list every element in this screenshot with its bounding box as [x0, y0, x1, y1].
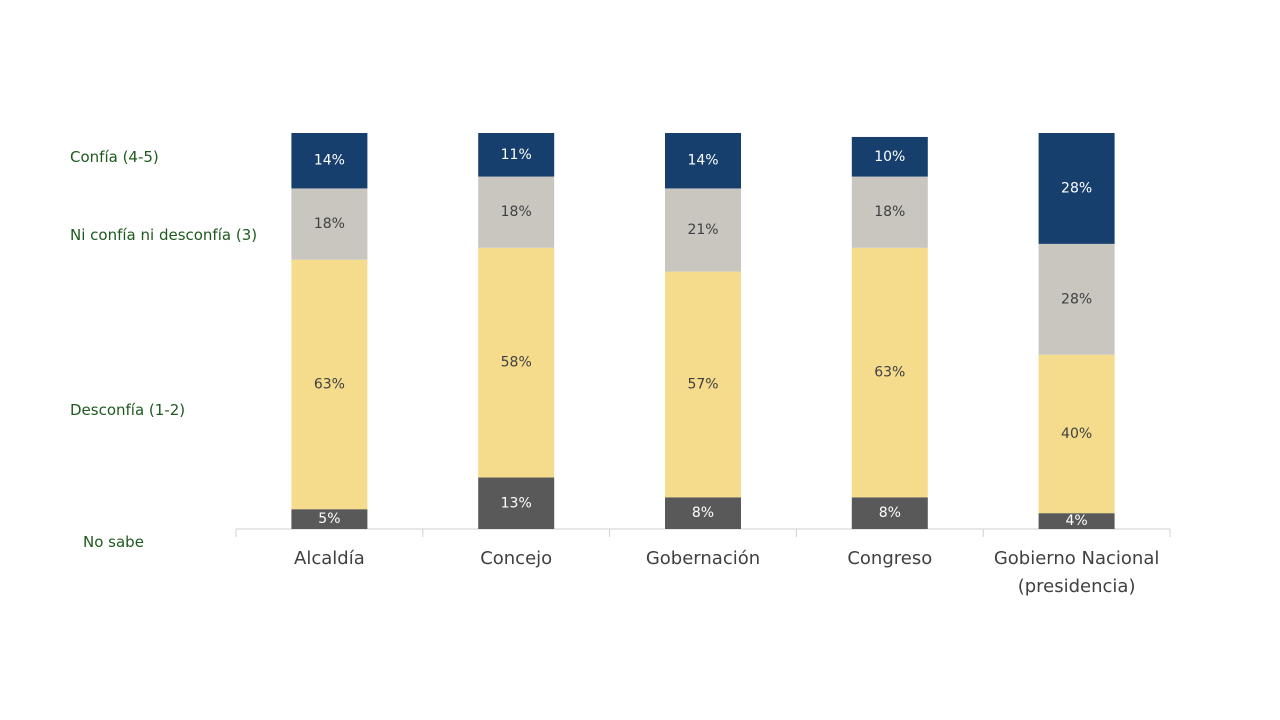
bar-segment [665, 188, 741, 272]
x-tick-label: Alcaldía [294, 548, 365, 569]
bar-segment [851, 136, 928, 177]
bar-segment [1038, 133, 1115, 244]
data-label: 18% [501, 204, 532, 220]
bar-segment [291, 259, 368, 510]
legend-label: No sabe [83, 533, 144, 551]
data-label: 57% [687, 376, 718, 392]
bar-segment [291, 188, 368, 260]
bar-segment [478, 176, 555, 248]
bar-segment [291, 133, 368, 189]
data-label: 58% [501, 355, 532, 371]
data-label: 28% [1061, 291, 1092, 307]
bar-segment [665, 497, 741, 529]
bar-segment [665, 271, 741, 498]
bar-segment [851, 497, 928, 529]
bar-segment [478, 247, 555, 478]
x-tick-label: Congreso [847, 548, 933, 569]
x-tick-label: Concejo [480, 548, 553, 569]
data-label: 14% [687, 153, 718, 169]
x-tick-label: Gobierno Nacional (presidencia) [993, 548, 1160, 597]
data-label: 5% [318, 511, 340, 527]
data-label: 4% [1065, 513, 1087, 529]
data-label: 10% [874, 149, 905, 165]
data-label: 28% [1061, 180, 1092, 196]
bar-segment [851, 247, 928, 498]
bar-segment [1038, 513, 1115, 529]
data-label: 8% [692, 505, 714, 521]
data-label: 18% [874, 204, 905, 220]
data-label: 63% [314, 376, 345, 392]
data-label: 8% [879, 505, 901, 521]
data-label: 40% [1061, 426, 1092, 442]
bar-segment [1038, 354, 1115, 514]
data-label: 11% [501, 147, 532, 163]
bar-segment [665, 133, 741, 189]
legend-label: Ni confía ni desconfía (3) [70, 226, 258, 244]
bar-segment [478, 133, 555, 177]
bar-segment [1038, 243, 1115, 355]
data-label: 18% [314, 216, 345, 232]
bar-segment [478, 477, 555, 529]
x-tick-label: Gobernación [645, 548, 761, 569]
data-label: 14% [314, 153, 345, 169]
legend-label: Desconfía (1-2) [70, 401, 186, 419]
bar-segment [291, 509, 368, 529]
data-label: 63% [874, 365, 905, 381]
data-label: 13% [501, 495, 532, 511]
legend-label: Confía (4-5) [70, 148, 159, 166]
data-label: 21% [687, 222, 718, 238]
bar-segment [851, 176, 928, 248]
